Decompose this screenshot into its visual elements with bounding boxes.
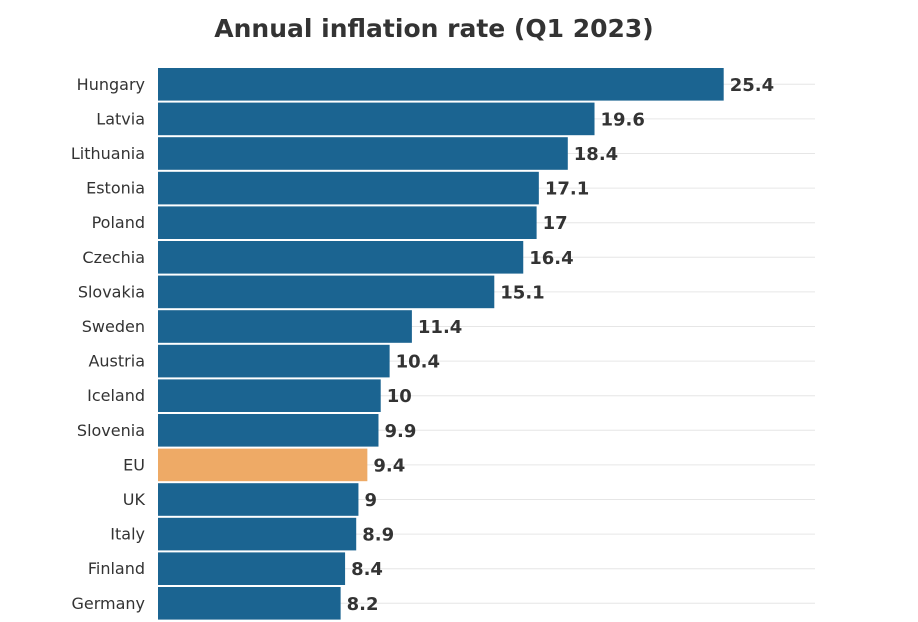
category-label: Lithuania [71, 144, 145, 163]
bar-estonia [158, 171, 539, 205]
bar-uk [158, 483, 359, 516]
value-label: 8.2 [347, 594, 379, 615]
labels: Hungary 25.4 Latvia 19.6 Lithuania 18.4 Estoni… [71, 75, 774, 615]
value-label: 8.9 [362, 525, 394, 546]
value-label: 25.4 [730, 75, 774, 96]
category-label: Sweden [82, 317, 145, 336]
value-label: 9.4 [373, 455, 405, 476]
category-label: Iceland [87, 386, 145, 405]
bar-slovenia [158, 414, 379, 447]
value-label: 16.4 [529, 248, 573, 269]
category-label: Hungary [77, 75, 145, 94]
category-label: EU [123, 455, 145, 474]
bar-iceland [158, 379, 381, 412]
value-label: 10 [387, 386, 412, 407]
bar-slovakia [158, 275, 495, 309]
bar-finland [158, 552, 346, 585]
bar-austria [158, 344, 390, 378]
value-label: 19.6 [601, 109, 645, 130]
value-label: 17 [543, 213, 568, 234]
value-label: 8.4 [351, 559, 383, 580]
bar-lithuania [158, 137, 568, 170]
value-label: 15.1 [500, 282, 544, 303]
category-label: Italy [110, 525, 145, 544]
value-label: 11.4 [418, 317, 462, 338]
category-label: Estonia [86, 179, 145, 198]
category-label: Czechia [82, 248, 145, 267]
value-label: 17.1 [545, 179, 589, 200]
bar-czechia [158, 241, 524, 274]
value-label: 9 [364, 490, 377, 511]
category-label: Germany [71, 594, 145, 613]
bar-sweden [158, 310, 412, 343]
bar-latvia [158, 102, 595, 136]
category-label: Slovakia [78, 282, 145, 301]
category-label: UK [123, 490, 146, 509]
bar-eu [158, 448, 368, 482]
bar-poland [158, 206, 537, 239]
bar-italy [158, 517, 357, 551]
bars [158, 68, 724, 620]
value-label: 18.4 [574, 144, 618, 165]
bar-germany [158, 587, 341, 620]
bar-hungary [158, 68, 724, 101]
value-label: 10.4 [396, 352, 440, 373]
value-label: 9.9 [384, 421, 416, 442]
category-label: Slovenia [77, 421, 145, 440]
category-label: Austria [88, 352, 145, 371]
category-label: Finland [88, 559, 145, 578]
category-label: Poland [92, 213, 145, 232]
chart-title: Annual inflation rate (Q1 2023) [214, 14, 654, 43]
category-label: Latvia [96, 109, 145, 128]
